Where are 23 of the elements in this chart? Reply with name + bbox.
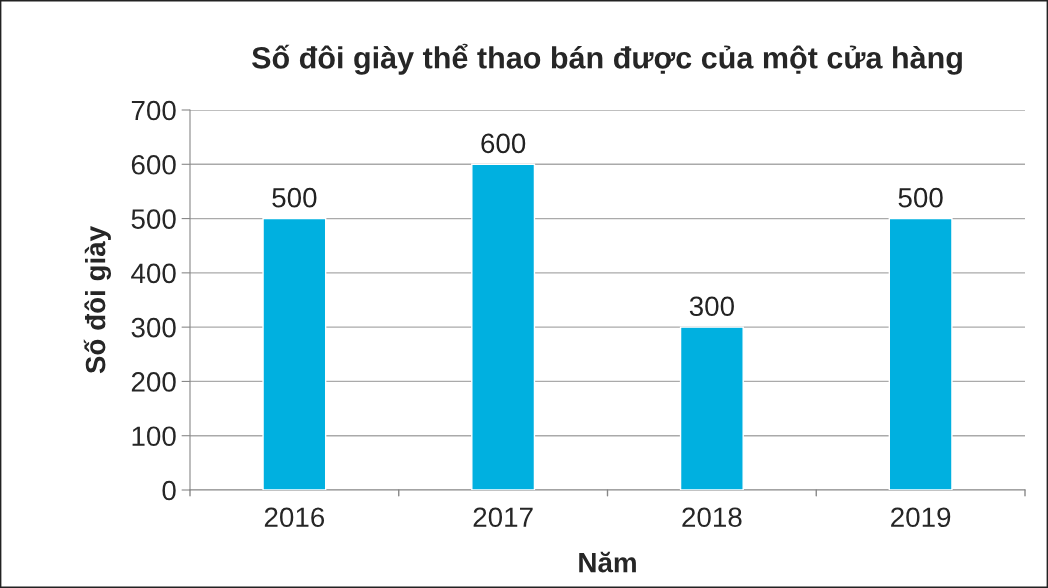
y-tick-label: 600	[131, 154, 176, 175]
x-tick-label: 2018	[682, 507, 742, 528]
data-label: 600	[481, 133, 526, 154]
data-label: 300	[689, 296, 734, 317]
y-tick-label: 400	[131, 263, 176, 284]
chart-title: Số đôi giày thể thao bán được của một cửa hàng	[252, 43, 962, 75]
y-axis-title: Số đôi giày	[83, 226, 112, 374]
y-tick-label: 300	[131, 317, 176, 338]
bar	[471, 163, 536, 490]
x-tick-label: 2017	[473, 507, 533, 528]
data-label: 500	[272, 187, 317, 208]
y-tick-label: 500	[131, 209, 176, 229]
x-tick-label: 2019	[891, 507, 951, 528]
bar	[262, 217, 327, 490]
bar	[679, 326, 744, 490]
y-tick-label: 700	[131, 100, 176, 121]
data-label: 500	[898, 187, 943, 208]
bar	[888, 217, 953, 490]
y-tick-label: 0	[162, 480, 176, 501]
y-tick-label: 100	[132, 426, 176, 447]
y-tick-label: 200	[131, 372, 176, 392]
x-tick-label: 2016	[264, 507, 325, 528]
x-axis-title: Năm	[579, 551, 636, 573]
